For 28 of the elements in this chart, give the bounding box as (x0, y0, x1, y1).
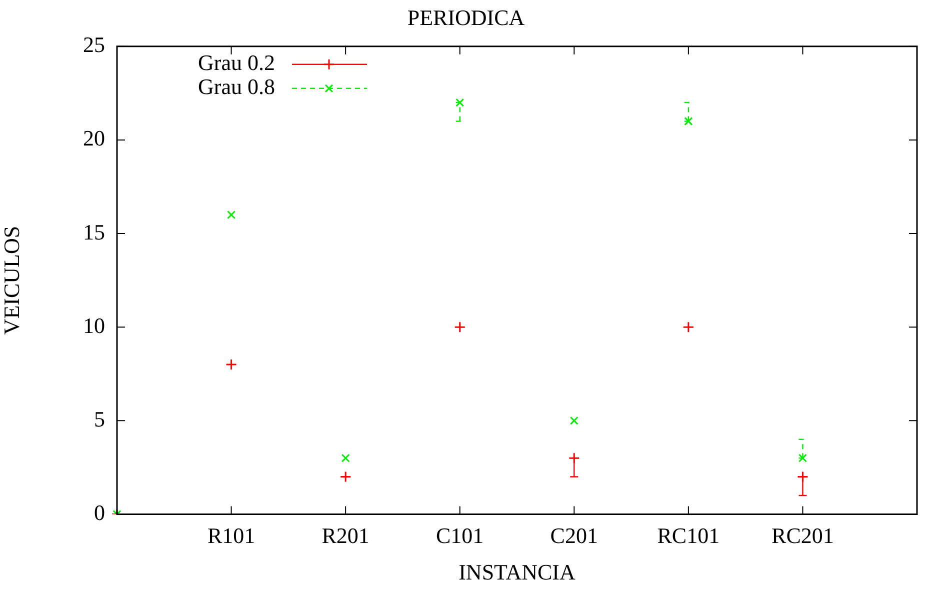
point (340, 471, 352, 483)
point (227, 210, 236, 220)
point (226, 358, 238, 370)
y-tick-label: 0 (94, 500, 105, 525)
point (684, 116, 693, 126)
x-axis-title: INSTANCIA (458, 560, 576, 585)
legend-label: Grau 0.2 (198, 50, 275, 76)
x-tick-label: C201 (550, 523, 598, 548)
y-axis-title: VEICULOS (0, 226, 24, 335)
point (568, 452, 580, 464)
y-tick-label: 25 (83, 32, 105, 58)
x-tick-label: RC101 (657, 523, 720, 548)
point (456, 98, 464, 107)
x-tick-label: C101 (436, 523, 484, 548)
y-tick-label: 15 (83, 219, 105, 244)
x-tick-label: RC201 (772, 523, 834, 548)
point (341, 454, 350, 462)
point (570, 416, 578, 425)
point (798, 454, 807, 462)
y-tick-label: 20 (83, 126, 105, 151)
y-tick-label: 10 (83, 312, 105, 338)
point (454, 321, 466, 333)
chart-title: PERIODICA (407, 4, 525, 30)
x-tick-label: R201 (322, 523, 370, 548)
legend-label: Grau 0.8 (198, 74, 275, 100)
y-tick-label: 5 (94, 406, 105, 432)
point (682, 321, 694, 333)
x-tick-label: R101 (207, 523, 256, 548)
